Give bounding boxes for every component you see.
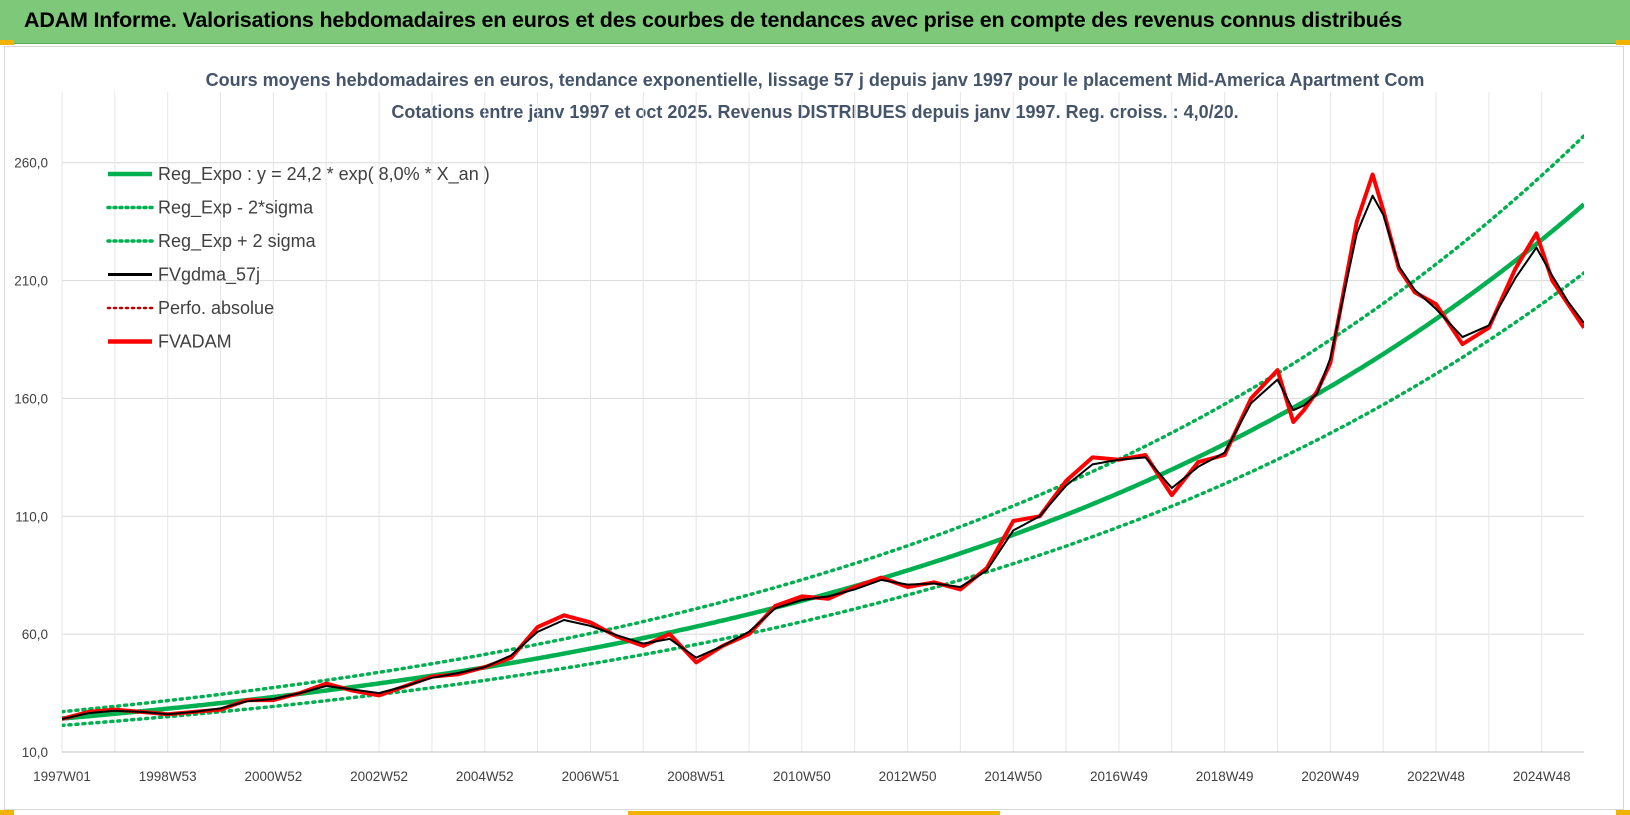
x-tick-label: 2008W51 [667, 769, 725, 784]
legend-label-reg_expo: Reg_Expo : y = 24,2 * exp( 8,0% * X_an ) [158, 164, 490, 185]
x-tick-label: 2004W52 [456, 769, 514, 784]
fvgdma-57j-line [62, 194, 1584, 720]
x-tick-label: 2018W49 [1196, 769, 1254, 784]
y-tick-label: 60,0 [22, 627, 48, 642]
x-tick-label: 2014W50 [984, 769, 1042, 784]
title-banner: ADAM Informe. Valorisations hebdomadaire… [0, 0, 1630, 44]
legend-label-reg_minus: Reg_Exp - 2*sigma [158, 198, 314, 219]
legend-label-reg_plus: Reg_Exp + 2 sigma [158, 231, 317, 252]
legend-label-fvgdma: FVgdma_57j [158, 265, 260, 286]
y-tick-label: 210,0 [14, 274, 48, 289]
reg-expo-line [62, 202, 1584, 721]
corner-accent-bottom-left [0, 810, 14, 815]
x-tick-label: 2022W48 [1407, 769, 1465, 784]
legend: Reg_Expo : y = 24,2 * exp( 8,0% * X_an )… [106, 164, 490, 352]
x-tick-label: 2024W48 [1513, 769, 1571, 784]
y-tick-label: 160,0 [14, 391, 48, 406]
y-tick-label: 260,0 [14, 156, 48, 171]
x-tick-label: 1997W01 [33, 769, 91, 784]
x-tick-label: 2002W52 [350, 769, 408, 784]
y-axis-ticks: 10,0 60,0 110,0 160,0 210,0 260,0 [14, 156, 48, 760]
bottom-accent-bar [628, 811, 1000, 815]
x-tick-label: 2020W49 [1301, 769, 1359, 784]
x-tick-label: 2010W50 [773, 769, 831, 784]
corner-accent-top-left [0, 40, 14, 45]
x-tick-label: 1998W53 [139, 769, 197, 784]
x-tick-label: 2006W51 [562, 769, 620, 784]
corner-accent-top-right [1616, 40, 1630, 45]
x-tick-label: 2000W52 [244, 769, 302, 784]
y-tick-label: 10,0 [22, 745, 48, 760]
chart-title: Cours moyens hebdomadaires en euros, ten… [206, 70, 1425, 90]
legend-label-perfo: Perfo. absolue [158, 298, 274, 318]
x-tick-label: 2012W50 [879, 769, 937, 784]
fvadam-line [62, 172, 1584, 721]
x-axis-ticks: 1997W01 1998W53 2000W52 2002W52 2004W52 2006W… [33, 769, 1571, 784]
grid-lines [61, 92, 1584, 753]
x-tick-label: 2016W49 [1090, 769, 1148, 784]
chart-frame [4, 46, 1624, 810]
banner-title: ADAM Informe. Valorisations hebdomadaire… [24, 8, 1403, 32]
legend-label-fvadam: FVADAM [158, 332, 232, 352]
reg-exp-plus-2sigma-line [62, 134, 1584, 714]
chart-subtitle: Cotations entre janv 1997 et oct 2025. R… [391, 102, 1238, 122]
series-lines [62, 134, 1584, 728]
y-tick-label: 110,0 [15, 509, 48, 524]
reg-exp-minus-2sigma-line [62, 271, 1584, 728]
corner-accent-bottom-right [1616, 810, 1630, 815]
